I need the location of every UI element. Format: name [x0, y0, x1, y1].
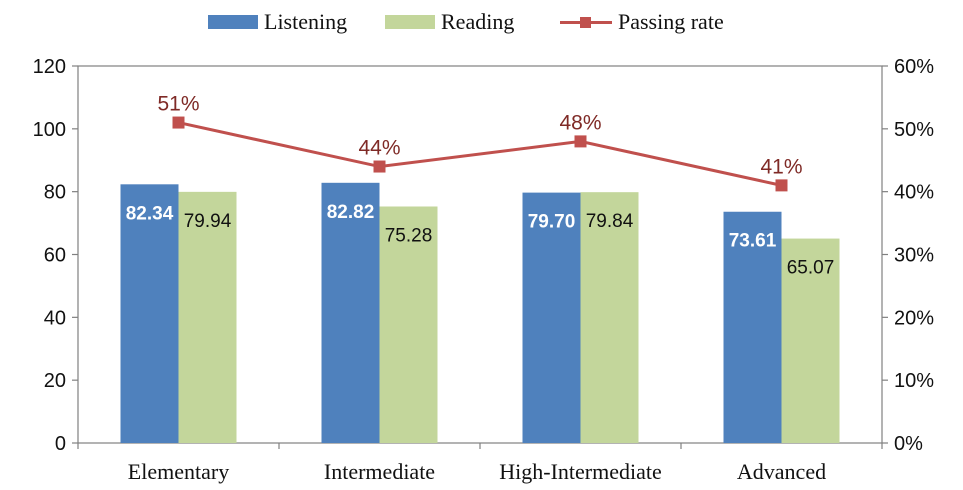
- legend-swatch-passing-rate: [560, 15, 612, 29]
- left-axis-tick-label: 0: [55, 433, 66, 455]
- legend-item-listening: Listening: [208, 6, 347, 38]
- legend: Listening Reading Passing rate: [0, 6, 963, 38]
- x-axis-category-label: Intermediate: [324, 459, 435, 484]
- left-axis-tick-label: 80: [44, 182, 66, 204]
- data-label-listening: 79.70: [528, 212, 576, 233]
- data-label-reading: 65.07: [787, 258, 835, 279]
- data-label-reading: 75.28: [385, 225, 433, 246]
- marker-passing-rate: [775, 179, 788, 192]
- legend-label-passing-rate: Passing rate: [618, 9, 724, 34]
- data-label-passing-rate: 48%: [559, 111, 601, 134]
- data-label-passing-rate: 51%: [157, 93, 199, 116]
- data-label-listening: 82.34: [126, 203, 174, 224]
- line-passing-rate: [178, 121, 782, 187]
- bar-listening: [120, 184, 179, 443]
- bar-listening: [321, 182, 380, 443]
- marker-passing-rate: [373, 160, 386, 173]
- left-axis-tick-label: 120: [33, 56, 66, 78]
- legend-swatch-listening: [208, 15, 258, 29]
- x-axis-category-label: Advanced: [737, 459, 826, 484]
- bar-reading: [178, 191, 237, 443]
- data-label-passing-rate: 44%: [358, 137, 400, 160]
- legend-label-reading: Reading: [441, 9, 515, 34]
- right-axis-tick-label: 10%: [894, 370, 934, 392]
- left-axis-tick-label: 40: [44, 307, 66, 329]
- bar-reading: [379, 206, 438, 443]
- left-axis-tick-label: 60: [44, 245, 66, 267]
- marker-passing-rate: [574, 135, 587, 148]
- bar-reading: [781, 238, 840, 443]
- data-label-listening: 82.82: [327, 202, 375, 223]
- right-axis-tick-label: 40%: [894, 182, 934, 204]
- bar-reading: [580, 192, 639, 443]
- data-label-passing-rate: 41%: [760, 155, 802, 178]
- data-label-listening: 73.61: [729, 231, 777, 252]
- data-label-reading: 79.84: [586, 211, 634, 232]
- right-axis-tick-label: 60%: [894, 56, 934, 78]
- data-label-reading: 79.94: [184, 211, 232, 232]
- right-axis-tick-label: 30%: [894, 245, 934, 267]
- right-axis-tick-label: 50%: [894, 119, 934, 141]
- legend-label-listening: Listening: [264, 9, 348, 34]
- legend-item-passing-rate: Passing rate: [560, 6, 724, 38]
- x-axis-category-label: High-Intermediate: [499, 459, 662, 484]
- legend-item-reading: Reading: [385, 6, 514, 38]
- left-axis-tick-label: 20: [44, 370, 66, 392]
- right-axis-tick-label: 20%: [894, 307, 934, 329]
- left-axis-tick-label: 100: [33, 119, 66, 141]
- x-axis-category-label: Elementary: [128, 459, 229, 484]
- bar-listening: [723, 211, 782, 443]
- marker-passing-rate: [172, 116, 185, 129]
- right-axis-tick-label: 0%: [894, 433, 923, 455]
- bar-listening: [522, 192, 581, 443]
- legend-swatch-reading: [385, 15, 435, 29]
